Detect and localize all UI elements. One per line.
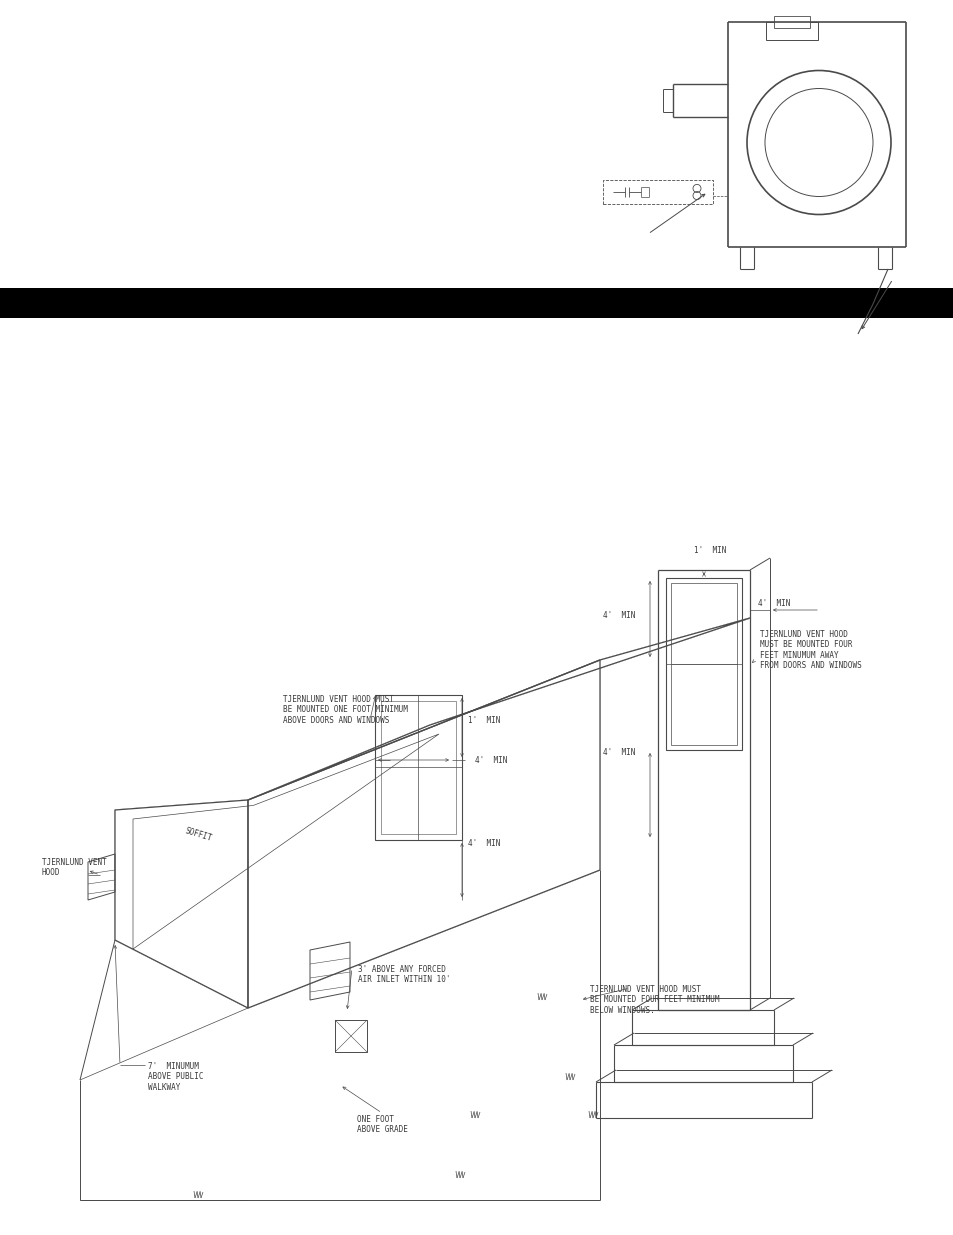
Text: 4'  MIN: 4' MIN [602,610,635,620]
Bar [602,180,712,204]
Polygon shape [115,800,248,1008]
Text: 4'  MIN: 4' MIN [475,756,507,764]
Text: 4'  MIN: 4' MIN [758,599,789,608]
Text: ONE FOOT
ABOVE GRADE: ONE FOOT ABOVE GRADE [356,1115,407,1135]
Bar [0,288,953,317]
Bar [773,16,809,28]
Text: 3' ABOVE ANY FORCED
AIR INLET WITHIN 10': 3' ABOVE ANY FORCED AIR INLET WITHIN 10' [357,965,450,984]
Text: 1'  MIN: 1' MIN [693,546,725,555]
Circle shape [746,70,890,215]
Bar [765,22,817,40]
Text: 4'  MIN: 4' MIN [468,839,500,847]
Text: 1'  MIN: 1' MIN [468,715,500,725]
Text: TJERNLUND VENT
HOOD: TJERNLUND VENT HOOD [42,858,107,877]
Text: TJERNLUND VENT HOOD
MUST BE MOUNTED FOUR
FEET MINUMUM AWAY
FROM DOORS AND WINDOW: TJERNLUND VENT HOOD MUST BE MOUNTED FOUR… [760,630,861,671]
Polygon shape [248,618,749,800]
Text: 7'  MINUMUM
ABOVE PUBLIC
WALKWAY: 7' MINUMUM ABOVE PUBLIC WALKWAY [148,1062,203,1092]
Text: SOFFIT: SOFFIT [183,826,213,844]
Text: 4'  MIN: 4' MIN [602,747,635,757]
Text: TJERNLUND VENT HOOD MUST
BE MOUNTED ONE FOOT MINIMUM
ABOVE DOORS AND WINDOWS: TJERNLUND VENT HOOD MUST BE MOUNTED ONE … [283,695,408,725]
Text: TJERNLUND VENT HOOD MUST
BE MOUNTED FOUR FEET MINIMUM
BELOW WINDOWS.: TJERNLUND VENT HOOD MUST BE MOUNTED FOUR… [589,986,719,1015]
Polygon shape [248,659,599,1008]
